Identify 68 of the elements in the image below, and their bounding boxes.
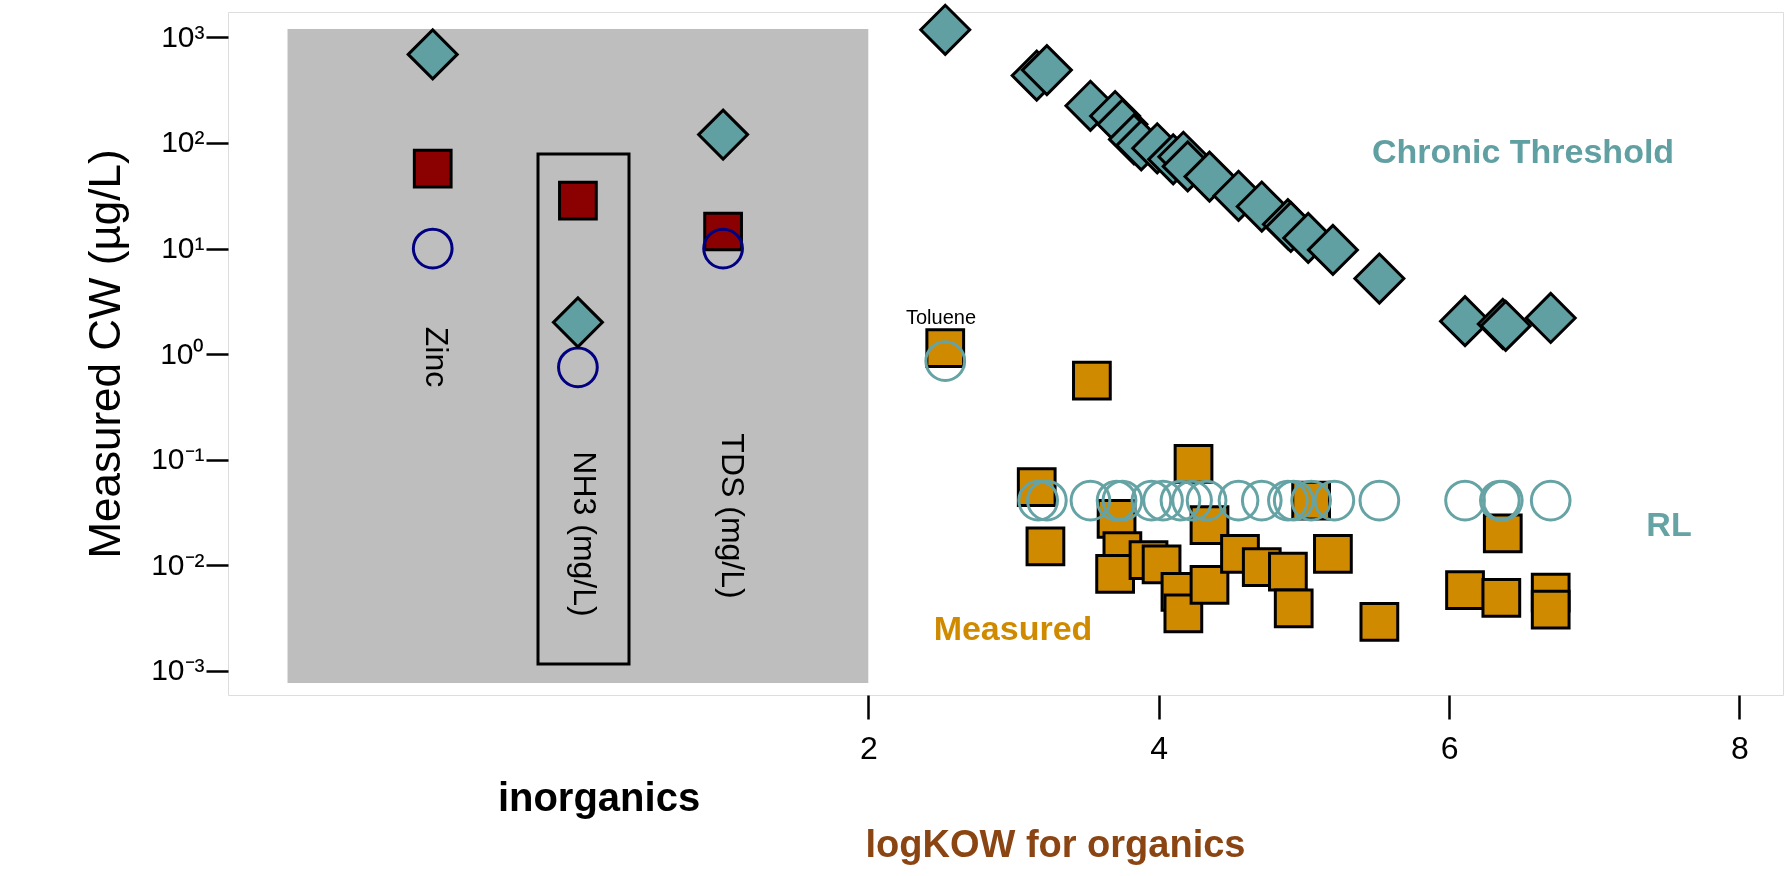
point: [924, 340, 967, 382]
point: [1240, 479, 1283, 522]
point: [1189, 565, 1230, 605]
point: [1185, 479, 1228, 522]
point: [1171, 479, 1213, 522]
x-tick-label: 8: [1731, 729, 1749, 766]
y-tick-label: 10⁻²: [151, 547, 205, 581]
point: [557, 346, 599, 389]
point: [1358, 479, 1401, 522]
annotation: TDS (mg/L): [715, 433, 751, 599]
point: [1095, 479, 1138, 522]
point: [697, 108, 750, 161]
y-axis-title: Measured CW (µg/L): [80, 149, 130, 559]
point: [1217, 479, 1260, 522]
point: [1163, 593, 1204, 634]
point: [1482, 513, 1523, 554]
point: [1306, 223, 1359, 276]
x-tick-label: 6: [1440, 729, 1459, 766]
point: [412, 148, 453, 189]
point: [1072, 360, 1112, 401]
y-tick-label: 10⁰: [160, 336, 205, 370]
point: [1017, 479, 1060, 522]
annotation: NH3 (mg/L): [567, 451, 603, 617]
point: [1273, 588, 1314, 629]
annotation: Zinc: [419, 326, 455, 388]
point: [1444, 479, 1486, 522]
point: [1026, 479, 1068, 522]
point: [1530, 589, 1571, 630]
point: [1524, 291, 1577, 344]
x-axis-title: logKOW for organics: [865, 822, 1246, 865]
point: [558, 180, 598, 221]
point: [406, 28, 459, 81]
point: [1069, 479, 1112, 522]
text: inorganics: [497, 775, 701, 819]
point: [1353, 252, 1406, 305]
x-tick-label: 4: [1150, 729, 1169, 766]
point: [1267, 479, 1309, 522]
point: [1272, 479, 1315, 522]
point: [1130, 479, 1173, 522]
series-label: Chronic Threshold: [1371, 132, 1675, 170]
point: [1445, 570, 1485, 611]
point: [702, 227, 744, 270]
point: [1529, 479, 1572, 522]
point: [1020, 44, 1073, 97]
point: [1359, 602, 1400, 642]
point: [1173, 444, 1214, 484]
point: [1268, 551, 1308, 592]
point: [1159, 479, 1202, 522]
y-tick-label: 10⁻³: [151, 653, 205, 687]
point: [1101, 479, 1144, 522]
x-tick-label: 2: [859, 729, 878, 766]
y-tick-label: 10³: [161, 19, 205, 53]
y-tick-label: 10¹: [161, 231, 205, 265]
point: [411, 227, 454, 270]
point: [1095, 553, 1135, 594]
point: [1481, 578, 1522, 618]
point: [919, 3, 972, 56]
text: RL: [1646, 505, 1692, 543]
point: [551, 296, 604, 349]
y-tick-label: 10²: [161, 125, 205, 159]
point: [1313, 479, 1356, 522]
point: [1313, 534, 1353, 574]
series-label: Measured: [933, 609, 1093, 647]
annotation: Toluene: [905, 306, 977, 328]
point: [1025, 526, 1066, 567]
point: [1142, 479, 1184, 522]
point: [1183, 150, 1236, 203]
y-tick-label: 10⁻¹: [151, 442, 205, 476]
